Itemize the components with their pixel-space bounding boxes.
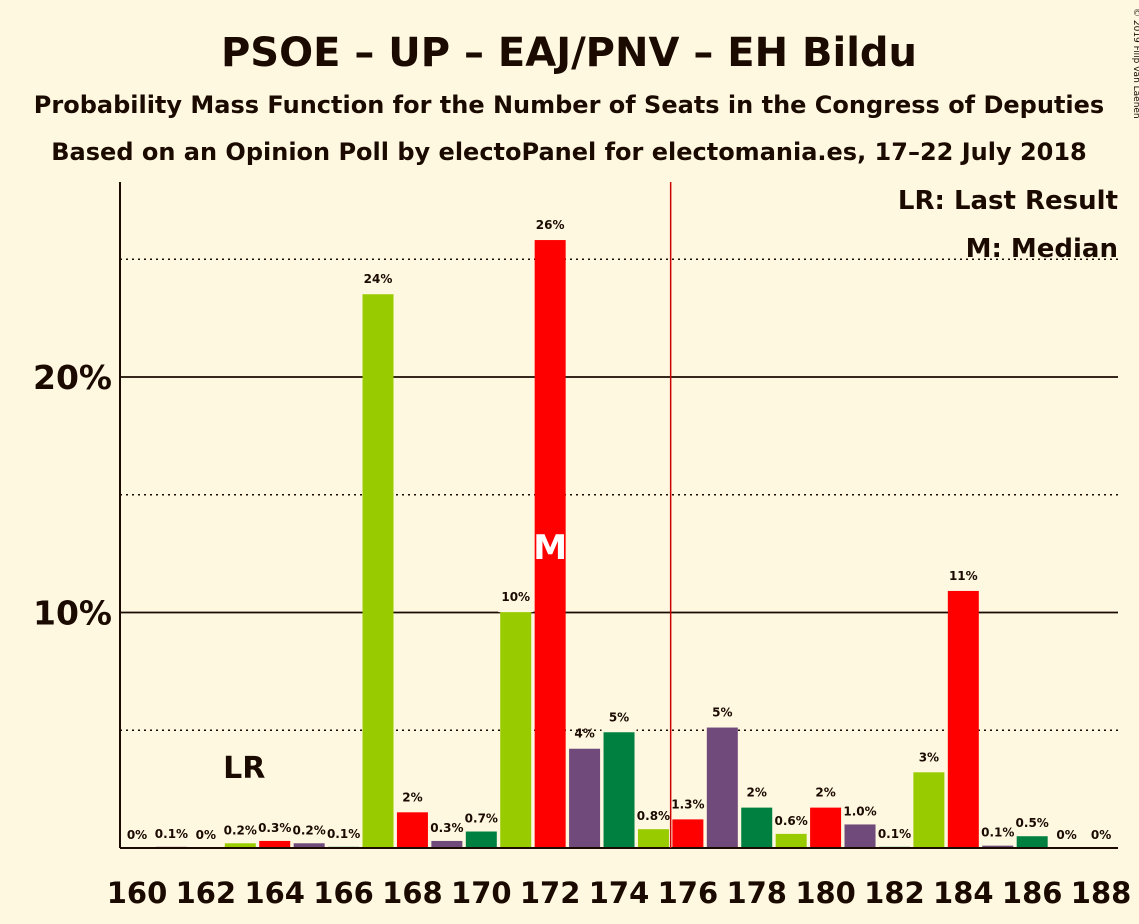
- data-label-168: 2%: [402, 790, 422, 804]
- bar-cap-bg-172: [533, 236, 568, 240]
- x-tick-label-172: 172: [520, 876, 581, 910]
- copyright-notice: © 2019 Filip van Laenen: [1131, 8, 1139, 119]
- legend-last-result: LR: Last Result: [898, 186, 1118, 216]
- bar-cap-bg-167: [361, 290, 396, 294]
- bar-cap-bg-183: [911, 768, 946, 772]
- y-tick-label-10: 10%: [33, 594, 112, 633]
- data-label-173: 4%: [574, 727, 594, 741]
- x-tick-label-160: 160: [107, 876, 168, 910]
- x-tick-label-170: 170: [451, 876, 512, 910]
- last-result-label: LR: [223, 751, 265, 786]
- data-label-163: 0.2%: [224, 823, 257, 837]
- bar-cap-bg-178: [739, 804, 774, 808]
- x-tick-label-180: 180: [795, 876, 856, 910]
- bar-cap-bg-168: [395, 808, 430, 812]
- bar-cap-bg-173: [567, 745, 602, 749]
- x-tick-label-174: 174: [589, 876, 650, 910]
- bar-cap-bg-174: [602, 728, 637, 732]
- x-tick-label-164: 164: [244, 876, 305, 910]
- x-tick-label-182: 182: [864, 876, 925, 910]
- data-label-188: 0%: [1091, 828, 1111, 842]
- y-tick-label-20: 20%: [33, 358, 112, 397]
- chart-title: PSOE – UP – EAJ/PNV – EH Bildu: [221, 30, 917, 76]
- x-tick-label-166: 166: [313, 876, 374, 910]
- bar-181: [845, 824, 876, 848]
- data-label-164: 0.3%: [258, 821, 291, 835]
- x-tick-label-176: 176: [658, 876, 719, 910]
- bar-176: [672, 817, 703, 848]
- x-tick-label-178: 178: [726, 876, 787, 910]
- bar-183: [913, 770, 944, 848]
- bar-174: [604, 730, 635, 848]
- bars-group: [156, 236, 1048, 848]
- bar-184: [948, 589, 979, 848]
- bar-167: [363, 292, 394, 848]
- bar-178: [741, 806, 772, 848]
- bar-177: [707, 726, 738, 848]
- bar-164: [259, 841, 290, 848]
- bar-179: [776, 834, 807, 848]
- bar-cap-bg-176: [670, 815, 705, 819]
- x-tick-label-184: 184: [933, 876, 994, 910]
- data-label-176: 1.3%: [671, 797, 704, 811]
- bar-171: [500, 610, 531, 848]
- data-label-178: 2%: [747, 786, 767, 800]
- data-label-179: 0.6%: [775, 814, 808, 828]
- x-tick-label-162: 162: [176, 876, 237, 910]
- data-label-162: 0%: [196, 828, 216, 842]
- bar-cap-bg-184: [946, 587, 981, 591]
- bar-175: [638, 829, 669, 848]
- data-label-175: 0.8%: [637, 809, 670, 823]
- data-label-181: 1.0%: [843, 804, 876, 818]
- data-label-169: 0.3%: [430, 821, 463, 835]
- median-label: M: [533, 528, 567, 568]
- data-label-170: 0.7%: [465, 812, 498, 826]
- x-tick-label-186: 186: [1002, 876, 1063, 910]
- bar-cap-bg-180: [808, 804, 843, 808]
- data-label-182: 0.1%: [878, 827, 911, 841]
- data-label-172: 26%: [536, 218, 565, 232]
- chart-source-line: Based on an Opinion Poll by electoPanel …: [51, 138, 1086, 166]
- legend-median: M: Median: [966, 234, 1118, 264]
- bar-186: [1017, 836, 1048, 848]
- bar-180: [810, 806, 841, 848]
- bar-173: [569, 747, 600, 848]
- bar-169: [431, 841, 462, 848]
- bar-cap-bg-177: [705, 724, 740, 728]
- data-label-184: 11%: [949, 569, 978, 583]
- bar-cap-bg-171: [498, 608, 533, 612]
- data-label-160: 0%: [127, 828, 147, 842]
- data-label-165: 0.2%: [293, 823, 326, 837]
- chart-subtitle: Probability Mass Function for the Number…: [34, 91, 1104, 119]
- data-label-177: 5%: [712, 706, 732, 720]
- data-label-167: 24%: [364, 272, 393, 286]
- data-label-180: 2%: [815, 786, 835, 800]
- data-label-185: 0.1%: [981, 826, 1014, 840]
- data-label-174: 5%: [609, 710, 629, 724]
- bar-168: [397, 810, 428, 848]
- data-label-183: 3%: [919, 750, 939, 764]
- data-label-166: 0.1%: [327, 827, 360, 841]
- x-tick-label-168: 168: [382, 876, 443, 910]
- data-label-186: 0.5%: [1016, 816, 1049, 830]
- data-label-161: 0.1%: [155, 827, 188, 841]
- x-tick-label-188: 188: [1071, 876, 1132, 910]
- data-label-187: 0%: [1056, 828, 1076, 842]
- data-label-171: 10%: [501, 590, 530, 604]
- bar-170: [466, 832, 497, 848]
